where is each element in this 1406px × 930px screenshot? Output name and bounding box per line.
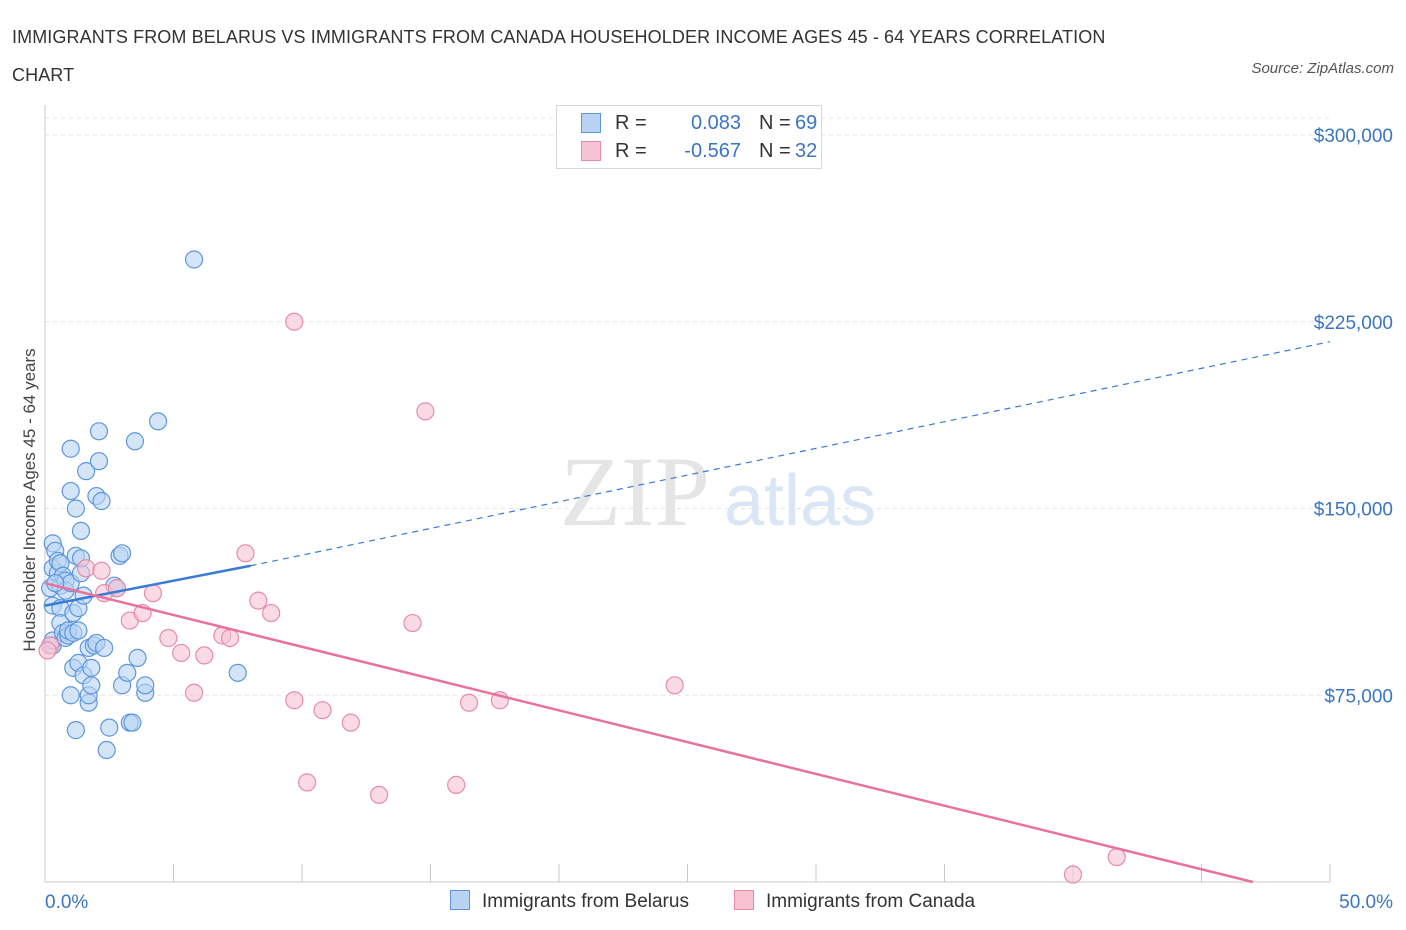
canada-point [143,584,163,603]
legend-n-label: N = [759,112,791,134]
canada-point [107,579,127,598]
bottom-legend-belarus: Immigrants from Belarus [450,890,689,913]
canada-point [236,544,255,563]
canada-point [249,591,268,610]
canada-point [77,559,96,578]
belarus-point [61,481,80,501]
canada-point [1063,865,1083,884]
belarus-point [95,638,114,658]
belarus-point [184,250,204,269]
watermark-atlas: atlas [724,461,876,541]
watermark-zip: ZIP [560,436,710,547]
legend-swatch-blue [581,113,601,133]
canada-point [313,701,332,720]
belarus-point [92,491,111,511]
canada-point [184,683,204,702]
belarus-point [69,621,88,640]
grid-layer [45,117,1330,696]
canada-point [370,785,389,804]
bottom-legend-label: Immigrants from Belarus [482,891,689,912]
points-layer [38,250,1126,884]
bottom-legend-label: Immigrants from Canada [766,891,976,912]
canada-point [195,646,214,665]
y-tick-label: $150,000 [1314,500,1393,521]
legend-n-label: N = [759,140,791,162]
axis-layer: $75,000 $150,000 $225,000 $300,000 0.0% 50.0% [44,105,1393,913]
belarus-point [82,658,101,677]
belarus-point [148,412,168,431]
belarus-point [89,422,109,441]
canada-point [416,402,435,421]
canada-point [459,693,479,712]
belarus-trend-extension [250,341,1331,567]
belarus-point [128,648,147,668]
belarus-point [77,462,96,481]
canada-point [403,613,422,633]
canada-point [159,628,178,648]
stats-legend: R = 0.083 N = 69 R = -0.567 N = 32 [556,105,822,169]
canada-point [220,628,240,648]
canada-point [298,773,317,792]
canada-point [262,603,281,623]
canada-point [38,641,57,660]
chart-title: IMMIGRANTS FROM BELARUS VS IMMIGRANTS FR… [12,27,1106,85]
belarus-point [89,452,109,471]
legend-n-value: 32 [795,140,818,162]
belarus-point [82,676,101,695]
y-tick-label: $300,000 [1314,126,1393,147]
belarus-point [61,439,80,458]
bottom-legend-canada: Immigrants from Canada [734,890,975,913]
source-label: Source: ZipAtlas.com [1251,60,1394,77]
belarus-point [123,713,142,732]
canada-point [341,713,360,732]
canada-point [1107,847,1126,867]
belarus-point [61,686,80,705]
belarus-point [66,721,85,740]
belarus-point [66,499,85,518]
legend-r-label: R = [615,140,647,162]
y-tick-label: $75,000 [1324,686,1393,707]
belarus-point [136,676,155,695]
x-tick-label: 0.0% [45,892,88,913]
legend-swatch-pink [581,141,601,161]
canada-point [172,643,191,663]
trend-layer [44,341,1331,884]
belarus-point [100,718,119,737]
bottom-legend-swatch-pink [734,890,754,910]
x-tick-label: 50.0% [1339,892,1393,913]
belarus-point [125,432,145,451]
canada-point [92,561,111,580]
belarus-trend-line [44,564,251,607]
bottom-legend-swatch-blue [450,890,470,910]
legend-n-value: 69 [795,112,818,134]
canada-point [665,676,684,695]
legend-r-label: R = [615,112,647,134]
belarus-point [71,521,91,541]
canada-point [285,312,304,331]
belarus-point [118,663,137,682]
canada-point [285,691,304,710]
belarus-point [112,544,132,563]
canada-trend-line [44,581,1254,884]
canada-point [447,775,466,794]
y-tick-label: $225,000 [1314,313,1393,334]
belarus-point [97,740,116,760]
legend-r-value: -0.567 [684,140,741,162]
belarus-point [74,586,93,605]
legend-r-value: 0.083 [690,112,741,134]
belarus-point [228,663,247,682]
